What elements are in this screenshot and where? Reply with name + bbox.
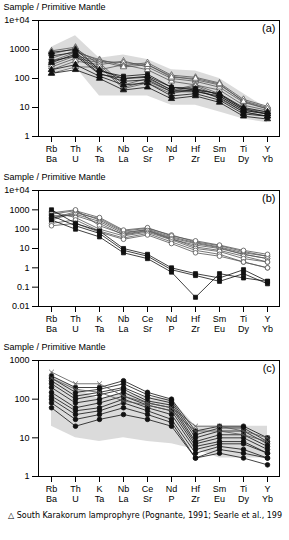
svg-text:Th: Th <box>70 314 81 324</box>
svg-text:La: La <box>118 154 128 164</box>
svg-text:0.01: 0.01 <box>12 301 30 311</box>
svg-text:Ta: Ta <box>95 324 105 334</box>
svg-text:Y: Y <box>264 314 270 324</box>
svg-text:Ce: Ce <box>142 314 154 324</box>
svg-text:Rb: Rb <box>46 484 58 494</box>
svg-text:Sample / Primitive Mantle: Sample / Primitive Mantle <box>4 2 106 12</box>
svg-text:Sample / Primitive Mantle: Sample / Primitive Mantle <box>4 172 106 182</box>
svg-text:Ti: Ti <box>240 314 247 324</box>
svg-text:Zr: Zr <box>191 324 200 334</box>
svg-text:Rb: Rb <box>46 314 58 324</box>
svg-text:Ba: Ba <box>46 324 57 334</box>
svg-text:P: P <box>168 324 174 334</box>
svg-text:10: 10 <box>19 102 29 112</box>
svg-text:100: 100 <box>14 394 29 404</box>
svg-text:Nd: Nd <box>166 484 178 494</box>
svg-text:1: 1 <box>24 263 29 273</box>
svg-text:Nb: Nb <box>118 484 130 494</box>
svg-text:La: La <box>118 324 128 334</box>
svg-text:Yb: Yb <box>262 324 273 334</box>
svg-text:K: K <box>96 144 102 154</box>
svg-text:1: 1 <box>24 471 29 481</box>
svg-text:Nb: Nb <box>118 144 130 154</box>
svg-text:Ta: Ta <box>95 494 105 504</box>
svg-text:Yb: Yb <box>262 154 273 164</box>
svg-text:Th: Th <box>70 484 81 494</box>
svg-text:10: 10 <box>19 243 29 253</box>
svg-text:Sm: Sm <box>213 314 227 324</box>
svg-text:Ce: Ce <box>142 484 154 494</box>
svg-text:Hf: Hf <box>191 484 200 494</box>
svg-text:0.1: 0.1 <box>17 282 30 292</box>
svg-text:Nb: Nb <box>118 314 130 324</box>
svg-text:Sr: Sr <box>143 494 152 504</box>
svg-text:1e+04: 1e+04 <box>4 15 29 25</box>
svg-text:100: 100 <box>14 224 29 234</box>
svg-text:(a): (a) <box>262 22 275 34</box>
svg-text:Sm: Sm <box>213 484 227 494</box>
svg-text:Ta: Ta <box>95 154 105 164</box>
svg-text:Dy: Dy <box>238 494 249 504</box>
svg-text:P: P <box>168 494 174 504</box>
svg-text:La: La <box>118 494 128 504</box>
svg-text:Zr: Zr <box>191 494 200 504</box>
svg-text:U: U <box>72 154 79 164</box>
svg-text:Sr: Sr <box>143 324 152 334</box>
svg-text:Ba: Ba <box>46 494 57 504</box>
svg-text:Yb: Yb <box>262 494 273 504</box>
svg-text:Sm: Sm <box>213 144 227 154</box>
svg-text:1000: 1000 <box>9 355 29 365</box>
svg-text:Rb: Rb <box>46 144 58 154</box>
svg-text:Zr: Zr <box>191 154 200 164</box>
svg-text:K: K <box>96 484 102 494</box>
svg-text:Sample / Primitive Mantle: Sample / Primitive Mantle <box>4 342 106 352</box>
svg-text:U: U <box>72 324 79 334</box>
svg-text:Ce: Ce <box>142 144 154 154</box>
svg-text:1000: 1000 <box>9 205 29 215</box>
svg-text:10: 10 <box>19 433 29 443</box>
svg-text:100: 100 <box>14 73 29 83</box>
svg-text:Eu: Eu <box>214 154 225 164</box>
svg-text:Hf: Hf <box>191 314 200 324</box>
svg-text:Sr: Sr <box>143 154 152 164</box>
svg-text:1: 1 <box>24 131 29 141</box>
svg-text:Eu: Eu <box>214 324 225 334</box>
svg-text:Nd: Nd <box>166 144 178 154</box>
svg-text:Y: Y <box>264 144 270 154</box>
svg-text:(b): (b) <box>262 192 275 204</box>
svg-text:1000: 1000 <box>9 44 29 54</box>
svg-text:Ti: Ti <box>240 484 247 494</box>
html-text:△ South Karakorum lamprophyre: △ South Karakorum lamprophyre (Pognante,… <box>8 511 282 520</box>
svg-text:Ba: Ba <box>46 154 57 164</box>
svg-text:K: K <box>96 314 102 324</box>
svg-text:(c): (c) <box>263 362 276 374</box>
svg-text:U: U <box>72 494 79 504</box>
svg-text:1e+04: 1e+04 <box>4 185 29 195</box>
svg-text:Dy: Dy <box>238 324 249 334</box>
svg-text:Dy: Dy <box>238 154 249 164</box>
svg-text:Ti: Ti <box>240 144 247 154</box>
svg-text:Eu: Eu <box>214 494 225 504</box>
svg-text:Y: Y <box>264 484 270 494</box>
svg-text:Th: Th <box>70 144 81 154</box>
svg-text:P: P <box>168 154 174 164</box>
svg-text:Nd: Nd <box>166 314 178 324</box>
svg-text:Hf: Hf <box>191 144 200 154</box>
